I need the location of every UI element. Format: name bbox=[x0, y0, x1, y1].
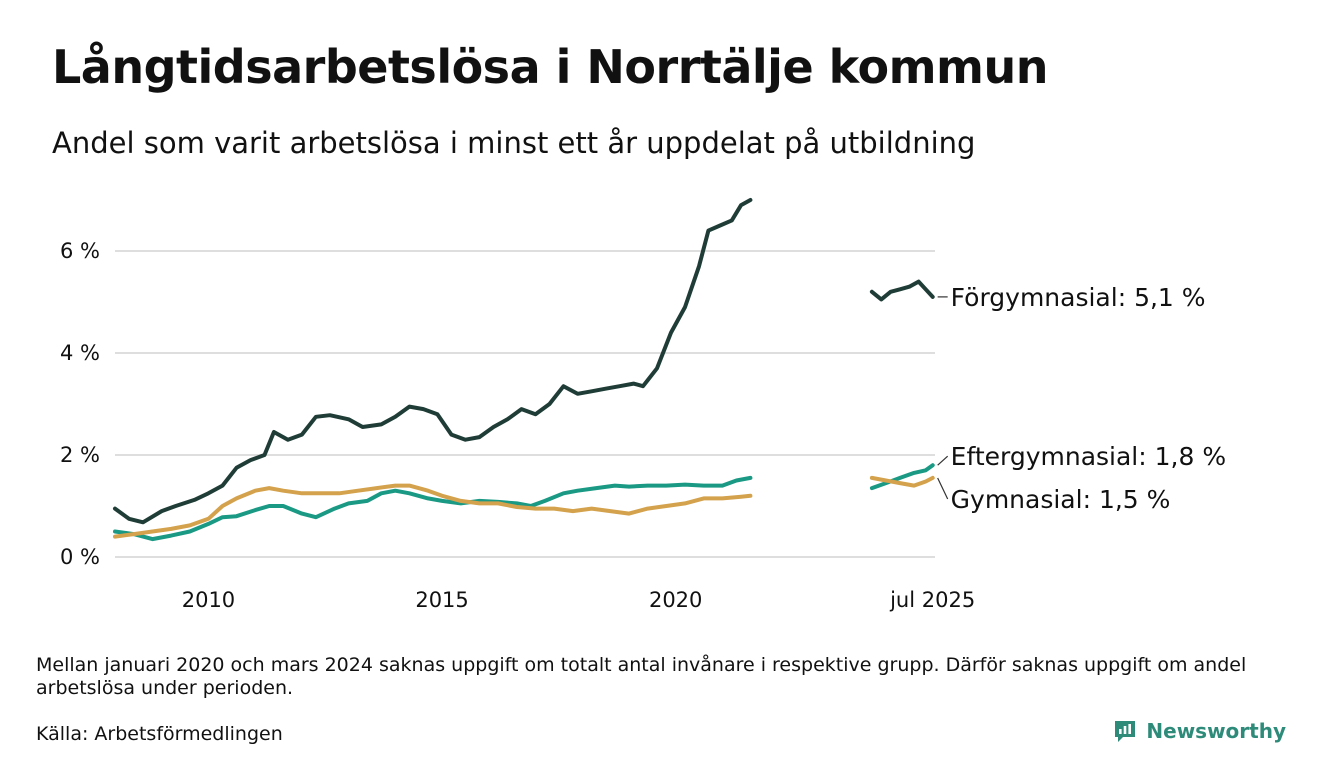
series-end-label: Eftergymnasial: 1,8 % bbox=[951, 442, 1226, 471]
label-leader-line bbox=[937, 455, 949, 466]
y-tick-label: 2 % bbox=[60, 443, 100, 467]
chart-title: Långtidsarbetslösa i Norrtälje kommun bbox=[52, 40, 1048, 94]
x-tick-label: 2015 bbox=[415, 588, 468, 612]
x-tick-label: 2020 bbox=[649, 588, 702, 612]
x-tick-label: jul 2025 bbox=[889, 588, 975, 612]
grid-lines bbox=[115, 250, 935, 558]
newsworthy-icon bbox=[1115, 721, 1136, 742]
series-end-label: Förgymnasial: 5,1 % bbox=[951, 283, 1206, 312]
series-lines bbox=[113, 198, 935, 542]
series-line-förgymnasial bbox=[869, 279, 935, 302]
series-line-eftergymnasial bbox=[113, 475, 753, 542]
series-line-gymnasial bbox=[113, 483, 753, 539]
chart-subtitle: Andel som varit arbetslösa i minst ett å… bbox=[52, 126, 976, 160]
axis-ticks: 0 % 2 % 4 % 6 % 2010 2015 2020 jul 2025 bbox=[60, 239, 975, 612]
series-line-gymnasial bbox=[869, 475, 935, 488]
chart-footnote: Mellan januari 2020 och mars 2024 saknas… bbox=[36, 654, 1247, 699]
brand-logo: Newsworthy bbox=[1112, 718, 1286, 744]
label-leader-line bbox=[937, 477, 949, 500]
y-tick-label: 6 % bbox=[60, 239, 100, 263]
series-line-förgymnasial bbox=[113, 198, 753, 525]
series-labels: Förgymnasial: 5,1 % Eftergymnasial: 1,8 %… bbox=[937, 283, 1226, 514]
y-tick-label: 0 % bbox=[60, 545, 100, 569]
brand-name: Newsworthy bbox=[1146, 719, 1286, 743]
x-tick-label: 2010 bbox=[182, 588, 235, 612]
y-tick-label: 4 % bbox=[60, 341, 100, 365]
chart-source: Källa: Arbetsförmedlingen bbox=[36, 723, 283, 745]
series-line-eftergymnasial bbox=[869, 463, 935, 491]
line-chart: 0 % 2 % 4 % 6 % 2010 2015 2020 jul 2025 Förgymn… bbox=[60, 198, 1226, 612]
series-end-label: Gymnasial: 1,5 % bbox=[951, 485, 1171, 514]
